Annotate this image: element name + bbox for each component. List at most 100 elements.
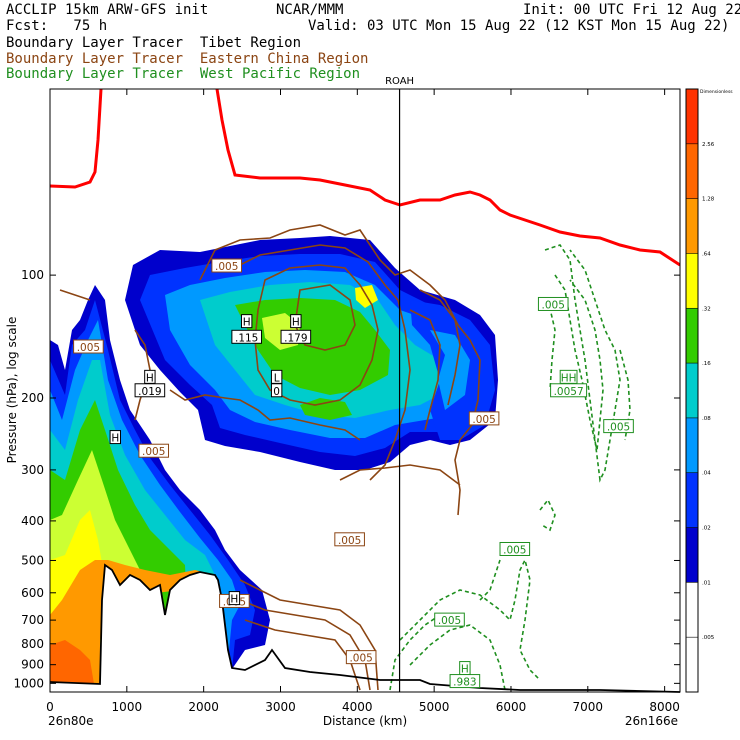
contour-labels: .005 .005 .005 .005 .005 .005 .005 .005 .005 .005… — [73, 258, 634, 689]
colorbar-swatch-1 — [686, 143, 698, 199]
contour-label-22: .0057 — [554, 386, 584, 398]
y-tick-label-5: 600 — [21, 586, 44, 600]
eastern-china-contour-7 — [409, 309, 441, 431]
contour-label-box-19 — [109, 430, 122, 445]
center-label: NCAR/MMM — [276, 2, 344, 18]
colorbar-level-8: .01 — [702, 580, 711, 586]
contour-label-box-4 — [468, 411, 500, 426]
contour-label-box-10 — [434, 612, 465, 627]
valid-time: Valid: 03 UTC Mon 15 Aug 22 (12 KST Mon … — [308, 18, 730, 34]
contour-label-3: .005 — [338, 535, 361, 547]
y-axis: 100 200 300 400 500 600 700 800 900 1000 — [13, 268, 680, 690]
y-tick-label-1: 200 — [21, 391, 44, 405]
contour-label-4: .005 — [472, 414, 495, 426]
eastern-china-contour-2 — [229, 244, 411, 481]
x-axis-label: Distance (km) — [323, 714, 407, 728]
x-tick-label-3: 3000 — [265, 700, 296, 714]
init-time: Init: 00 UTC Fri 12 Aug 22 — [523, 2, 740, 18]
colorbar-title: Dimensionless — [700, 89, 733, 95]
contour-label-box-2 — [138, 443, 170, 458]
contour-label-box-14 — [280, 329, 312, 344]
contour-label-14: .179 — [284, 332, 307, 344]
x-tick-label-2: 2000 — [188, 700, 219, 714]
contour-label-box-7 — [537, 296, 569, 311]
colorbar-swatch-0 — [686, 89, 698, 144]
eastern-china-contour-6 — [419, 289, 461, 406]
legend-west-pacific: Boundary Layer Tracer West Pacific Regio… — [6, 66, 361, 82]
colorbar-level-4: .16 — [702, 361, 711, 367]
colorbar-level-1: 1.28 — [702, 197, 715, 203]
contour-label-box-8 — [603, 419, 634, 434]
x-tick-label-1: 1000 — [112, 700, 143, 714]
contour-label-10: .005 — [438, 615, 461, 627]
y-tick-label-3: 400 — [21, 514, 44, 528]
forecast-hour: Fcst: 75 h — [6, 18, 108, 34]
contour-label-box-20 — [228, 591, 241, 606]
contour-label-box-12 — [231, 329, 262, 344]
contour-label-11: H — [243, 317, 251, 329]
west-pacific-contour-9 — [479, 559, 501, 601]
x-tick-label-5: 5000 — [419, 700, 450, 714]
colorbar-swatch-9 — [686, 582, 698, 638]
west-pacific-contour-1 — [544, 244, 621, 483]
contour-label-box-3 — [334, 532, 365, 547]
colorbar-level-6: .04 — [702, 471, 711, 477]
contour-label-box-9 — [499, 541, 531, 556]
colorbar-swatch-10 — [686, 637, 698, 692]
legend-tibet: Boundary Layer Tracer Tibet Region — [6, 35, 302, 51]
contour-label-7: .005 — [542, 299, 565, 311]
colorbar: Dimensionless 2.56 1.28 .64 .32 .16 .08 .04 .02.… — [685, 88, 733, 693]
eastern-china-contour-outer — [199, 224, 481, 516]
plume-level-5b — [300, 398, 352, 420]
colorbar-level-5: .08 — [702, 416, 711, 422]
colorbar-level-7: .02 — [702, 526, 711, 532]
contour-label-19: H — [111, 433, 119, 445]
west-pacific-contour-7 — [409, 624, 506, 691]
x-start-label: 26n80e — [48, 714, 94, 728]
contour-label-box-1 — [73, 339, 104, 354]
y-tick-label-6: 700 — [21, 613, 44, 627]
contour-label-16: .019 — [138, 386, 161, 398]
colorbar-swatch-7 — [686, 472, 698, 528]
contour-label-box-13 — [290, 314, 302, 329]
contour-label-21: HH — [561, 372, 577, 384]
eastern-china-contour-10 — [239, 579, 379, 691]
y-tick-label-7: 800 — [21, 637, 44, 651]
plot-frame — [49, 88, 681, 693]
y-axis-label: Pressure (hPa), log scale — [5, 317, 19, 464]
x-tick-label-4: 4000 — [342, 700, 373, 714]
west-pacific-contour-3 — [547, 299, 556, 391]
y-tick-label-4: 500 — [21, 553, 44, 567]
eastern-china-contour-5 — [169, 389, 361, 441]
contour-label-box-22 — [550, 383, 588, 398]
colorbar-level-3: .32 — [702, 306, 711, 312]
contour-label-2: .005 — [142, 446, 165, 458]
contour-label-1: .005 — [77, 342, 100, 354]
colorbar-swatch-8 — [686, 527, 698, 583]
roah-marker-label: ROAH — [385, 76, 414, 87]
contour-label-box-18 — [270, 383, 283, 398]
eastern-china-contour-12 — [244, 619, 361, 691]
colorbar-level-9: .005 — [702, 635, 715, 641]
west-pacific-contour-5 — [539, 498, 556, 532]
west-pacific-contour-8 — [389, 614, 441, 691]
contour-label-box-11 — [240, 314, 253, 329]
x-end-label: 26n166e — [625, 714, 678, 728]
west-pacific-contour-6 — [399, 557, 541, 681]
y-tick-label-8: 900 — [21, 658, 44, 672]
eastern-china-contour-13 — [59, 289, 91, 301]
contour-label-box-0 — [211, 258, 243, 273]
tracer-shading — [50, 236, 680, 692]
y-tick-label-0: 100 — [21, 268, 44, 282]
x-tick-label-6: 6000 — [496, 700, 527, 714]
terrain-mask — [50, 565, 680, 692]
colorbar-level-2: .64 — [702, 251, 711, 257]
contour-label-18: 0 — [273, 386, 280, 398]
contour-label-6: .005 — [349, 653, 372, 665]
colorbar-swatch-4 — [686, 308, 698, 364]
x-tick-label-8: 8000 — [649, 700, 680, 714]
west-pacific-contours — [389, 244, 631, 691]
terrain-line — [49, 563, 681, 693]
contour-label-20: H — [230, 594, 238, 606]
